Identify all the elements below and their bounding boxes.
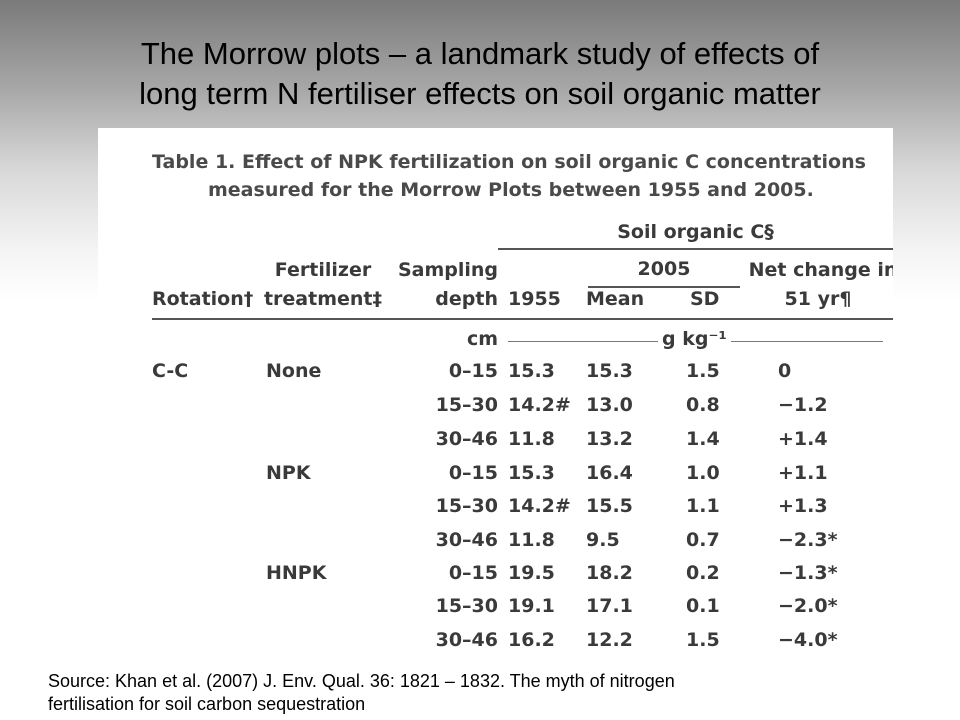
cell-1955: 15.3 — [508, 462, 555, 484]
slide-title: The Morrow plots – a landmark study of e… — [0, 34, 960, 114]
slide-title-line-2: long term N fertiliser effects on soil o… — [139, 76, 821, 111]
unit-values: g kg⁻¹ — [658, 328, 731, 350]
table-row: NPK 0–15 15.3 16.4 1.0 +1.1 — [98, 462, 893, 495]
cell-net-change: +1.4 — [778, 428, 828, 450]
cell-rotation: C-C — [152, 360, 189, 382]
table-caption-line-1: Table 1. Effect of NPK fertilization on … — [152, 151, 866, 173]
cell-sd: 0.8 — [686, 394, 720, 416]
cell-depth: 30–46 — [435, 428, 498, 450]
cell-mean: 12.2 — [586, 629, 633, 651]
cell-mean: 15.5 — [586, 495, 633, 517]
cell-1955: 14.2# — [508, 495, 571, 517]
cell-mean: 18.2 — [586, 562, 633, 584]
cell-sd: 1.5 — [686, 629, 720, 651]
cell-1955: 11.8 — [508, 529, 555, 551]
cell-mean: 17.1 — [586, 595, 633, 617]
cell-sd: 1.5 — [686, 360, 720, 382]
group-header: Soil organic C§ — [617, 221, 774, 243]
header-1955: 1955 — [508, 288, 561, 310]
cell-mean: 13.2 — [586, 428, 633, 450]
header-depth-line-1: Sampling — [397, 259, 498, 281]
header-fertilizer-line-1: Fertilizer — [274, 259, 372, 281]
cell-depth: 15–30 — [435, 595, 498, 617]
cell-1955: 16.2 — [508, 629, 555, 651]
source-citation: Source: Khan et al. (2007) J. Env. Qual.… — [48, 670, 948, 716]
header-rotation: Rotation† — [152, 288, 254, 310]
cell-1955: 19.1 — [508, 595, 555, 617]
header-net-change-line-2: 51 yr¶ — [784, 288, 852, 310]
cell-mean: 9.5 — [586, 529, 620, 551]
cell-sd: 0.7 — [686, 529, 720, 551]
source-line-1: Source: Khan et al. (2007) J. Env. Qual.… — [48, 671, 675, 691]
subgroup-header: 2005 — [637, 258, 691, 280]
table-caption-line-2: measured for the Morrow Plots between 19… — [208, 179, 814, 201]
table-row: 15–30 14.2# 15.5 1.1 +1.3 — [98, 495, 893, 528]
table-row: 15–30 19.1 17.1 0.1 −2.0* — [98, 595, 893, 628]
slide-title-line-1: The Morrow plots – a landmark study of e… — [140, 36, 820, 71]
cell-sd: 1.4 — [686, 428, 720, 450]
cell-sd: 0.2 — [686, 562, 720, 584]
header-depth-line-2: depth — [435, 288, 498, 310]
table-row: 15–30 14.2# 13.0 0.8 −1.2 — [98, 394, 893, 427]
cell-mean: 13.0 — [586, 394, 633, 416]
cell-1955: 14.2# — [508, 394, 571, 416]
header-fertilizer-line-2: treatment‡ — [263, 288, 383, 310]
table-row: C-C None 0–15 15.3 15.3 1.5 0 — [98, 360, 893, 393]
header-bottom-rule — [152, 318, 893, 320]
table-row: 30–46 16.2 12.2 1.5 −4.0* — [98, 629, 893, 662]
group-header-rule — [498, 248, 893, 250]
cell-depth: 30–46 — [435, 529, 498, 551]
table-row: 30–46 11.8 9.5 0.7 −2.3* — [98, 529, 893, 562]
cell-mean: 16.4 — [586, 462, 633, 484]
cell-sd: 1.0 — [686, 462, 720, 484]
cell-net-change: −4.0* — [778, 629, 838, 651]
cell-treatment: None — [266, 360, 322, 382]
table-caption: Table 1. Effect of NPK fertilization on … — [152, 148, 882, 204]
cell-depth: 15–30 — [435, 394, 498, 416]
cell-sd: 0.1 — [686, 595, 720, 617]
table-figure: Table 1. Effect of NPK fertilization on … — [98, 128, 893, 662]
cell-1955: 11.8 — [508, 428, 555, 450]
cell-net-change: −2.3* — [778, 529, 838, 551]
cell-mean: 15.3 — [586, 360, 633, 382]
cell-treatment: HNPK — [266, 562, 327, 584]
cell-depth: 15–30 — [435, 495, 498, 517]
source-line-2: fertilisation for soil carbon sequestrat… — [48, 694, 366, 714]
cell-net-change: −1.3* — [778, 562, 838, 584]
cell-depth: 0–15 — [448, 360, 498, 382]
cell-1955: 15.3 — [508, 360, 555, 382]
cell-net-change: +1.1 — [778, 462, 828, 484]
cell-depth: 0–15 — [448, 562, 498, 584]
header-mean: Mean — [586, 288, 645, 310]
cell-net-change: +1.3 — [778, 495, 828, 517]
subgroup-header-rule — [588, 286, 740, 288]
cell-net-change: 0 — [778, 360, 792, 382]
cell-depth: 0–15 — [448, 462, 498, 484]
unit-depth: cm — [466, 328, 498, 350]
cell-net-change: −2.0* — [778, 595, 838, 617]
cell-1955: 19.5 — [508, 562, 555, 584]
cell-treatment: NPK — [266, 462, 311, 484]
cell-depth: 30–46 — [435, 629, 498, 651]
table-row: HNPK 0–15 19.5 18.2 0.2 −1.3* — [98, 562, 893, 595]
cell-sd: 1.1 — [686, 495, 720, 517]
header-net-change-line-1: Net change in — [748, 259, 893, 281]
cell-net-change: −1.2 — [778, 394, 828, 416]
table-row: 30–46 11.8 13.2 1.4 +1.4 — [98, 428, 893, 461]
header-sd: SD — [690, 288, 720, 310]
